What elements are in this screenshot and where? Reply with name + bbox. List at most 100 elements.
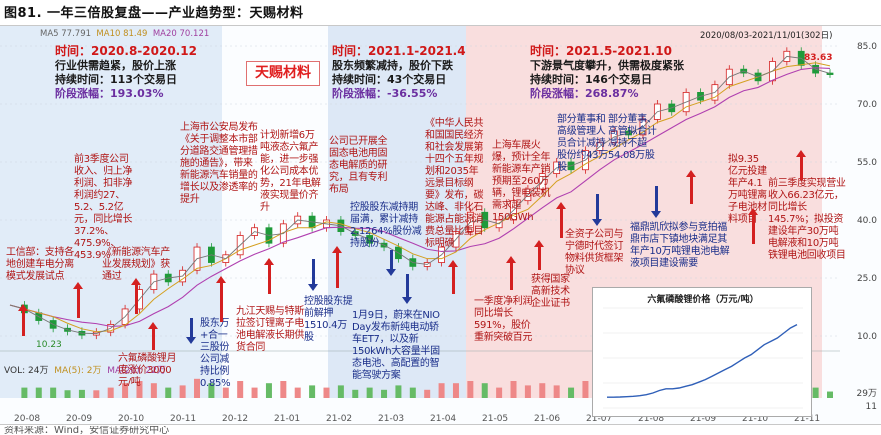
volume-bar	[568, 387, 575, 398]
volume-bar	[352, 389, 359, 398]
x-tick: 21-03	[378, 414, 405, 424]
ma-legend: MA5 77.791 MA10 81.49 MA20 70.121	[40, 29, 209, 39]
volume-bar	[424, 389, 431, 398]
volume-bar	[524, 385, 531, 398]
volume-bar	[381, 389, 388, 398]
volume-bar	[179, 385, 186, 398]
volume-bar	[208, 383, 215, 398]
volume-bar	[107, 387, 114, 398]
y-tick: 25.0	[856, 274, 877, 284]
annotation-a18: 部分董事和高级管理人员合计减持股份约43万股	[557, 114, 608, 173]
y-tick: 55.0	[856, 158, 877, 168]
ma20-line	[9, 67, 831, 327]
volume-bar	[50, 387, 57, 398]
up-arrow-icon	[448, 260, 458, 294]
down-arrow-icon	[402, 274, 412, 304]
volume-bar	[93, 390, 100, 398]
ma20-value: 70.121	[179, 29, 210, 39]
y-tick: 10.0	[856, 332, 877, 342]
up-arrow-icon	[506, 256, 516, 290]
ma10-value: 81.49	[123, 29, 148, 39]
volume-bar	[309, 385, 316, 398]
annotation-a13: 《中华人民共和国国民经济和社会发展第十四个五年规划和2035年远景目标纲要》发布…	[425, 118, 484, 249]
low-price-label: 10.23	[36, 340, 62, 350]
y-tick: 85.0	[856, 42, 877, 52]
annotation-a11: 控股股东减持期届满，累计减持2.1264%股份减持股份	[350, 202, 422, 249]
volume-bar	[35, 387, 42, 398]
x-tick: 21-02	[326, 414, 353, 424]
phase1-duration: 持续时间：113个交易日	[55, 73, 177, 86]
annotation-a6: 上海市公安局发布《关于调整本市部分道路交通管理措施的通告》，带来新能源汽车销量的…	[180, 122, 258, 205]
annotation-a14: 一季度净利润同比增长591%，股价重新突破百元	[474, 296, 533, 343]
phase3-gain: 阶段涨幅：268.87%	[530, 87, 639, 100]
up-arrow-icon	[18, 304, 28, 336]
x-tick: 20-08	[14, 414, 41, 424]
ma5-value: 77.791	[61, 29, 92, 39]
high-price-label: 83.63	[804, 53, 833, 63]
volume-bar	[812, 387, 819, 398]
up-arrow-icon	[796, 150, 806, 180]
vol-ma20: MA(20): 22万	[107, 366, 166, 376]
volume-bar	[553, 385, 560, 398]
up-arrow-icon	[686, 170, 696, 204]
up-arrow-icon	[73, 282, 83, 318]
ma10-legend: MA10	[96, 29, 121, 39]
up-arrow-icon	[556, 202, 566, 238]
x-tick: 20-10	[118, 414, 145, 424]
phase3-duration: 持续时间：146个交易日	[530, 73, 652, 86]
x-tick: 21-04	[430, 414, 457, 424]
annotation-a21: 拟9.35亿元投建年产4.1万吨锂离子电池材料项目	[728, 154, 767, 225]
volume-bar	[265, 383, 272, 398]
volume-bar	[122, 383, 129, 398]
annotation-a16: 获得国家高新技术企业证书	[531, 274, 570, 309]
ma20-legend: MA20	[152, 29, 177, 39]
phase1-nature: 行业供需趋紧，股价上涨	[55, 59, 176, 72]
annotation-a20: 福鼎凯欣拟参与竞拍福鼎市店下镇地块满足其年产10万吨锂电池电解液项目建设需要	[630, 222, 730, 269]
annotation-a15: 上海车展火爆，预计全年新能源车产销预期至260万辆，锂电装机需求超150GWh	[492, 140, 551, 223]
volume-bar	[409, 387, 416, 398]
up-arrow-icon	[264, 258, 274, 294]
x-tick: 21-11	[794, 414, 821, 424]
phase3-time: 时间：2021.5-2021.10	[530, 44, 672, 58]
annotation-a10: 控股股东提前解押1510.4万股	[304, 296, 353, 343]
phase2-duration: 持续时间：43个交易日	[332, 73, 447, 86]
volume-bar	[496, 387, 503, 398]
up-arrow-icon	[332, 246, 342, 288]
x-tick: 20-11	[170, 414, 197, 424]
x-tick: 21-05	[482, 414, 509, 424]
chart-panel: MA5 77.791 MA10 81.49 MA20 70.121 2020/0…	[0, 25, 881, 425]
annotation-a12: 1月9日，蔚来在NIO Day发布新纯电动轿车ET7，以及新150kWh大容量半…	[352, 310, 440, 381]
volume-bar	[366, 387, 373, 398]
x-tick: 21-08	[638, 414, 665, 424]
volume-bar	[438, 383, 445, 398]
volume-bar	[78, 389, 85, 398]
annotation-a17: 全资子公司与宁德时代签订物料供货框架协议	[565, 229, 624, 276]
volume-bar	[21, 387, 28, 398]
volume-bar	[395, 385, 402, 398]
down-arrow-icon	[186, 318, 196, 344]
down-arrow-icon	[651, 186, 661, 218]
annotation-a19: 部分董事、高管拟合计减持不超54.08万股	[608, 114, 657, 161]
x-tick: 21-10	[742, 414, 769, 424]
up-arrow-icon	[216, 276, 226, 322]
up-arrow-icon	[131, 278, 141, 314]
volume-bar	[467, 381, 474, 398]
up-arrow-icon	[748, 208, 758, 244]
annotation-a4: 六氟磷酸锂月度涨价3000元/吨	[118, 353, 177, 388]
ma10-line	[9, 62, 831, 333]
source-note: 资料来源：Wind，安信证券研究中心	[4, 426, 170, 435]
volume-bar	[136, 381, 143, 398]
volume-bar	[194, 378, 201, 398]
volume-bar	[237, 381, 244, 398]
volume-legend: VOL: 24万 MA(5): 2万 MA(20): 22万	[4, 363, 166, 376]
x-tick: 21-09	[690, 414, 717, 424]
phase1-time: 时间：2020.8-2020.12	[55, 44, 197, 58]
volume-bar	[222, 387, 229, 398]
ma5-legend: MA5	[40, 29, 59, 39]
annotation-a7: 九江天赐与特斯拉签订锂离子电池电解液长期供货合同	[236, 306, 304, 353]
phase2-gain: 阶段涨幅：-36.55%	[332, 87, 438, 100]
annotation-a9: 公司已开展全固态电池用固态电解质的研究，且有专利布局	[329, 136, 388, 195]
volume-bar	[150, 383, 157, 398]
annotation-a3: 《新能源汽车产业发展规划》获通过	[102, 247, 170, 282]
annotation-a5: 股东万+合一三股份公司减持比例0.85%	[200, 318, 231, 389]
